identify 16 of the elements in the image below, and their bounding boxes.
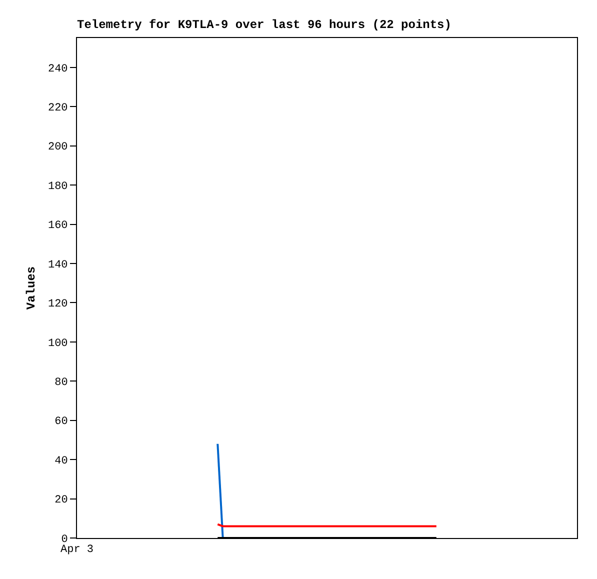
y-tick-label: 60	[54, 416, 68, 428]
y-tick-label: 20	[54, 494, 68, 507]
y-tick-label: 40	[54, 455, 68, 468]
chart-title: Telemetry for K9TLA-9 over last 96 hours (22 points)	[77, 18, 452, 32]
x-tick-label: Apr 3	[60, 544, 94, 556]
y-tick-label: 100	[48, 338, 68, 350]
y-axis-title: Values	[24, 266, 38, 310]
y-tick-label: 220	[48, 102, 68, 114]
y-tick-label: 180	[48, 180, 68, 193]
y-tick-label: 120	[48, 298, 68, 311]
y-tick-label: 80	[54, 376, 68, 389]
y-tick-label: 140	[48, 259, 68, 272]
y-tick-label: 200	[48, 142, 68, 154]
y-tick-label: 0	[61, 534, 68, 546]
y-tick-label: 160	[48, 220, 68, 232]
y-tick-label: 240	[48, 63, 68, 76]
